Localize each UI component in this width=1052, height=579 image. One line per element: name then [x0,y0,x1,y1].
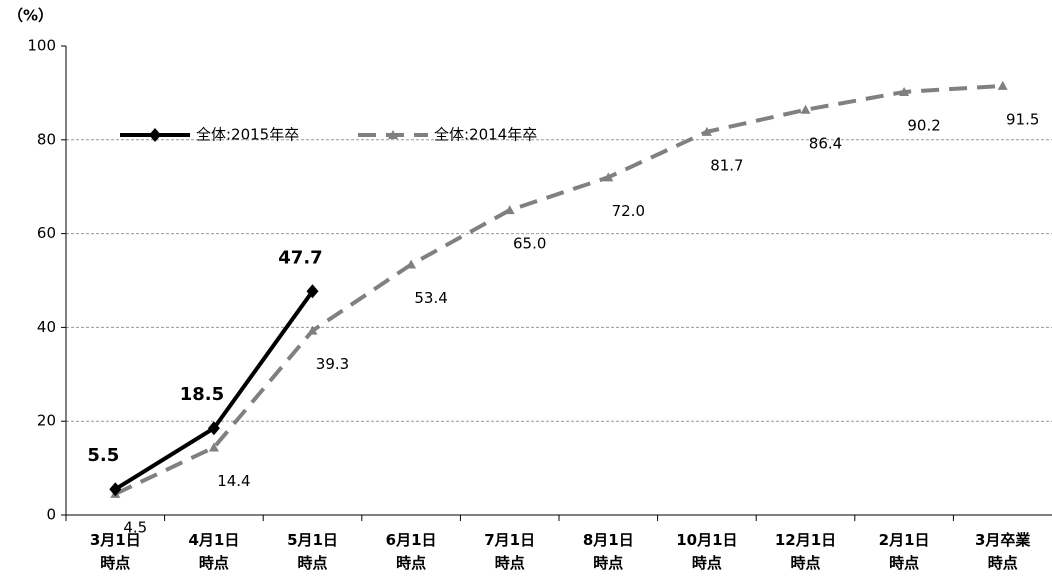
y-tick-label: 80 [37,130,56,148]
y-tick-label: 0 [46,506,56,524]
point [207,421,220,436]
point [800,104,811,114]
data-label: 86.4 [809,134,842,152]
legend-label: 全体:2014年卒 [434,126,537,144]
line [114,83,1003,496]
data-label: 81.7 [710,156,743,174]
data-label: 18.5 [180,384,224,405]
point [603,172,614,182]
point [997,80,1008,90]
point [149,128,161,142]
x-tick-label: 8月1日時点 [583,531,634,572]
y-tick-label: 40 [37,318,56,336]
x-tick-label: 6月1日時点 [386,531,437,572]
data-label: 91.5 [1006,110,1039,128]
x-tick-label: 3月1日時点 [90,531,141,572]
series: 4.5 14.4 39.3 53.4 65.0 72.0 81.7 86.4 90.2 91.5 [110,80,1039,536]
point [899,86,910,96]
point [109,482,122,497]
x-tick-label: 7月1日時点 [484,531,535,572]
x-tick-label: 2月1日時点 [879,531,930,572]
data-label: 72.0 [612,202,645,220]
data-label: 5.5 [87,445,119,466]
point [208,442,219,452]
x-tick-label: 10月1日時点 [676,531,737,572]
x-tick-label: 4月1日時点 [188,531,239,572]
data-label: 4.5 [123,518,147,536]
data-label: 47.7 [278,247,322,268]
point [388,130,398,139]
point [307,325,318,335]
series: 5.5 18.5 47.7 [87,247,323,497]
x-tick-label: 5月1日時点 [287,531,338,572]
data-label: 53.4 [414,289,447,307]
legend-label: 全体:2015年卒 [196,126,299,144]
point [306,284,319,299]
data-label: 90.2 [907,116,940,134]
y-tick-label: 60 [37,224,56,242]
point [701,126,712,136]
y-tick-label: 100 [27,37,56,55]
x-tick-label: 3月卒業時点 [975,531,1031,572]
x-tick-label: 12月1日時点 [775,531,836,572]
point [504,205,515,215]
point [406,259,417,269]
data-label: 65.0 [513,235,546,253]
y-axis-label: （%） [8,7,53,25]
y-tick-label: 20 [37,412,56,430]
data-label: 39.3 [316,355,349,373]
data-label: 14.4 [217,472,250,490]
